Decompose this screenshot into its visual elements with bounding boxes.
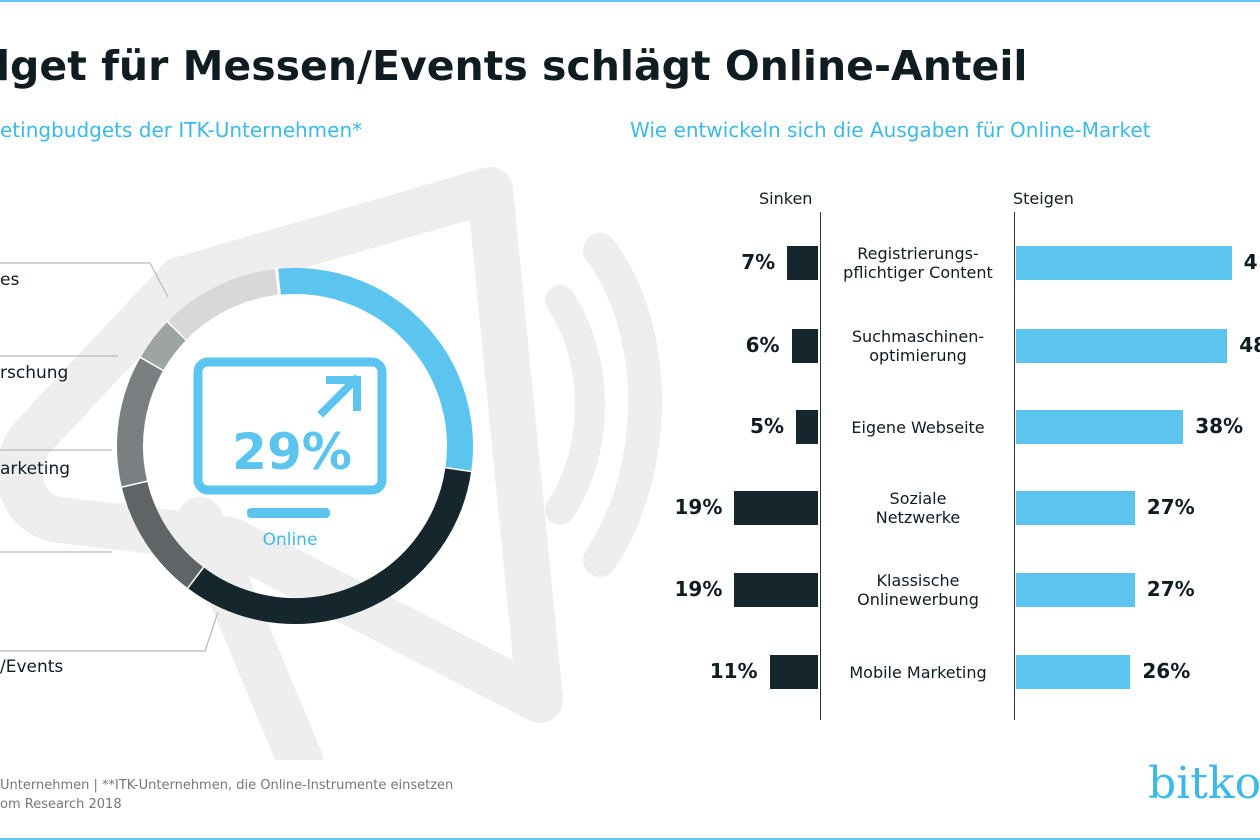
axis-right (1014, 212, 1015, 720)
online-share-value: 29% (232, 423, 352, 481)
leader-line-1 (0, 262, 169, 298)
right-subtitle: Wie entwickeln sich die Ausgaben für Onl… (630, 118, 1151, 142)
bar-steigen-5 (1016, 573, 1135, 607)
footnote-2: om Research 2018 (0, 797, 122, 812)
legend-label-3: arketing (0, 459, 71, 479)
legend-label-2: rschung (0, 363, 69, 383)
value-label-sinken-4: 19% (674, 495, 723, 519)
category-label-2: Suchmaschinen- optimierung (851, 327, 985, 365)
category-label-4: Soziale Netzwerke (875, 489, 961, 527)
axis-left (820, 212, 821, 720)
megaphone-icon (0, 167, 662, 760)
donut-chart: 29% Online (0, 262, 473, 652)
bitkom-logo: bitko (1148, 758, 1260, 809)
category-label-6: Mobile Marketing (849, 662, 987, 682)
arrow-up-right-icon (317, 374, 361, 418)
donut-segments (117, 267, 473, 624)
legend-label-1: es (0, 270, 20, 290)
monitor-icon (193, 357, 387, 518)
value-label-steigen-4: 27% (1146, 495, 1195, 519)
category-label-1: Registrierungs- pflichtiger Content (843, 244, 993, 282)
donut-segment-4 (117, 356, 164, 487)
value-label-sinken-1: 7% (741, 250, 776, 274)
bar-sinken-5 (734, 573, 818, 607)
legend-label-4: /Events (0, 657, 64, 677)
bar-steigen-4 (1016, 491, 1135, 525)
footnote-1: Unternehmen | **ITK-Unternehmen, die Onl… (0, 778, 454, 793)
bar-steigen-6 (1016, 655, 1131, 689)
bar-sinken-6 (769, 655, 818, 689)
donut-segment-1 (276, 268, 473, 473)
value-label-steigen-2: 48 (1239, 333, 1260, 357)
bar-sinken-2 (791, 329, 818, 363)
donut-segment-5 (140, 321, 187, 371)
category-label-3: Eigene Webseite (851, 417, 985, 437)
donut-separator-3 (120, 478, 149, 489)
left-subtitle: etingbudgets der ITK-Unternehmen* (0, 118, 363, 142)
header-sinken: Sinken (759, 189, 813, 208)
leader-line-5 (0, 611, 219, 652)
bar-steigen-3 (1016, 410, 1184, 444)
value-label-sinken-3: 5% (750, 414, 784, 438)
frame-top-line (0, 0, 1260, 2)
leader-lines (0, 262, 219, 652)
header-steigen: Steigen (1013, 189, 1074, 208)
donut-segment-6 (168, 268, 280, 340)
value-label-sinken-5: 19% (674, 577, 723, 601)
value-label-sinken-2: 6% (745, 333, 780, 357)
bar-sinken-1 (787, 246, 818, 280)
bar-steigen-2 (1016, 329, 1228, 363)
chart-title: lget für Messen/Events schlägt Online-An… (0, 42, 1028, 90)
value-label-steigen-5: 27% (1146, 577, 1195, 601)
frame-bottom-line (0, 838, 1260, 840)
value-label-sinken-6: 11% (709, 659, 758, 683)
bar-steigen-1 (1016, 246, 1232, 280)
donut-separator-6 (275, 267, 281, 296)
online-label: Online (263, 530, 318, 550)
category-label-5: Klassische Onlinewerbung (857, 571, 979, 609)
value-label-steigen-1: 4 (1243, 250, 1258, 274)
bar-sinken-3 (796, 410, 818, 444)
value-label-steigen-6: 26% (1142, 659, 1191, 683)
donut-segment-2 (187, 468, 472, 624)
value-label-steigen-3: 38% (1195, 414, 1244, 438)
donut-segment-3 (121, 480, 204, 588)
bar-sinken-4 (734, 491, 818, 525)
